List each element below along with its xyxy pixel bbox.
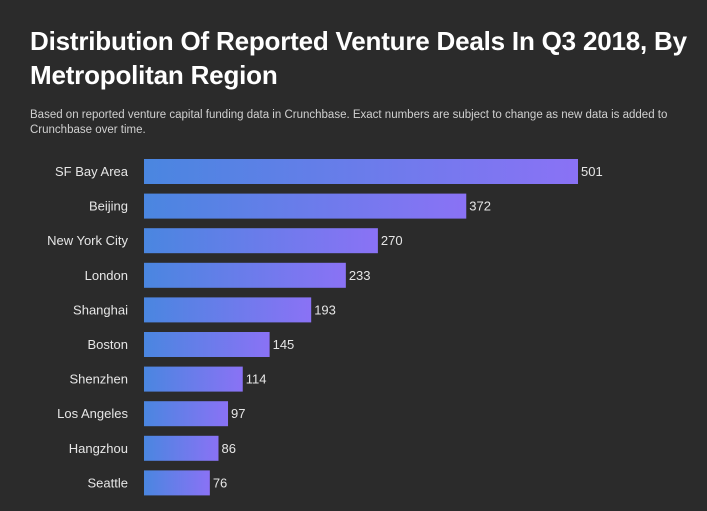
value-label-shanghai: 193 <box>314 302 336 317</box>
bar-shenzhen <box>144 366 243 392</box>
bar-beijing <box>144 193 467 219</box>
category-label-beijing: Beijing <box>89 199 128 214</box>
bar-boston <box>144 332 270 357</box>
chart-subtitle: Based on reported venture capital fundin… <box>30 109 668 136</box>
value-label-los-angeles: 97 <box>231 406 245 421</box>
category-label-shenzhen: Shenzhen <box>69 372 128 387</box>
category-label-seattle: Seattle <box>88 475 128 490</box>
bar-hangzhou <box>144 435 219 461</box>
bar-seattle <box>144 470 210 496</box>
value-label-seattle: 76 <box>213 475 227 490</box>
category-label-hangzhou: Hangzhou <box>69 441 128 456</box>
category-label-sf-bay-area: SF Bay Area <box>55 164 129 179</box>
value-label-sf-bay-area: 501 <box>581 164 603 179</box>
value-label-shenzhen: 114 <box>246 372 267 387</box>
value-label-hangzhou: 86 <box>221 441 235 456</box>
bars-group: SF Bay Area 501 Beijing 372 New York City 270… <box>47 159 603 496</box>
bar-new-york-city <box>144 228 378 254</box>
value-label-beijing: 372 <box>469 199 491 214</box>
bar-sf-bay-area <box>144 159 578 184</box>
value-label-new-york-city: 270 <box>381 233 403 248</box>
category-label-new-york-city: New York City <box>47 233 128 248</box>
bar-shanghai <box>144 297 312 323</box>
bar-london <box>144 262 346 288</box>
chart-title: Distribution Of Reported Venture Deals I… <box>30 26 687 90</box>
category-label-shanghai: Shanghai <box>73 302 128 317</box>
value-label-boston: 145 <box>273 337 295 352</box>
category-label-london: London <box>85 268 128 283</box>
value-label-london: 233 <box>349 268 371 283</box>
bar-los-angeles <box>144 401 229 427</box>
category-label-boston: Boston <box>88 337 128 352</box>
category-label-los-angeles: Los Angeles <box>57 406 128 421</box>
